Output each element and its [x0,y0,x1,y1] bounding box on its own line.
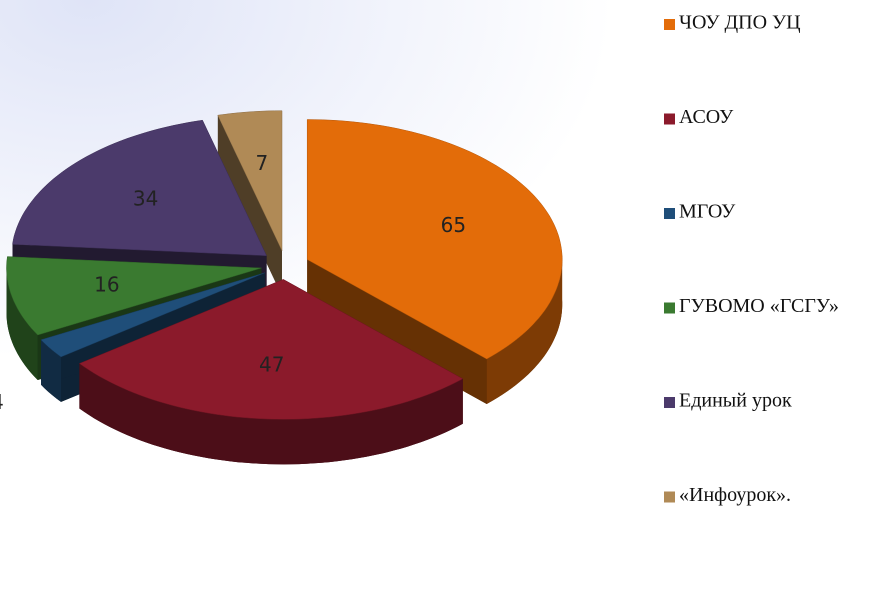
legend-swatch [664,302,675,314]
data-label: 7 [256,151,269,175]
legend-label: Единый урок [679,390,792,412]
pie: 65 47 4 16 34 7 [0,110,563,465]
data-label: 4 [0,390,4,414]
slice-top [40,272,265,358]
legend-swatch [664,397,675,408]
legend-label: ГУВОМО «ГСГУ» [679,295,839,317]
legend: ЧОУ ДПО УЦ АСОУ МГОУ ГУВОМО «ГСГУ» Единый ур… [664,12,839,506]
legend-label: «Инфоурок». [679,484,791,506]
slice-top [78,279,464,420]
slice-side [79,363,463,465]
legend-label: МГОУ [679,201,736,223]
data-label: 16 [94,272,119,296]
legend-label: АСОУ [679,106,734,128]
pie-slice [78,279,464,465]
slice-side [6,268,38,380]
slice-top [6,256,262,336]
slice-wall [217,115,282,296]
slice-top [12,119,268,256]
legend-swatch [664,491,675,503]
data-label: 65 [441,213,466,237]
legend-swatch [664,19,675,30]
legend-swatch [664,113,675,125]
data-label: 34 [133,186,158,210]
slice-top [217,110,283,251]
slice-top [306,119,563,360]
legend-label: ЧОУ ДПО УЦ [679,12,801,34]
slice-side [41,339,61,402]
data-label: 47 [259,352,284,376]
legend-swatch [664,208,675,219]
slice-side [486,259,563,404]
